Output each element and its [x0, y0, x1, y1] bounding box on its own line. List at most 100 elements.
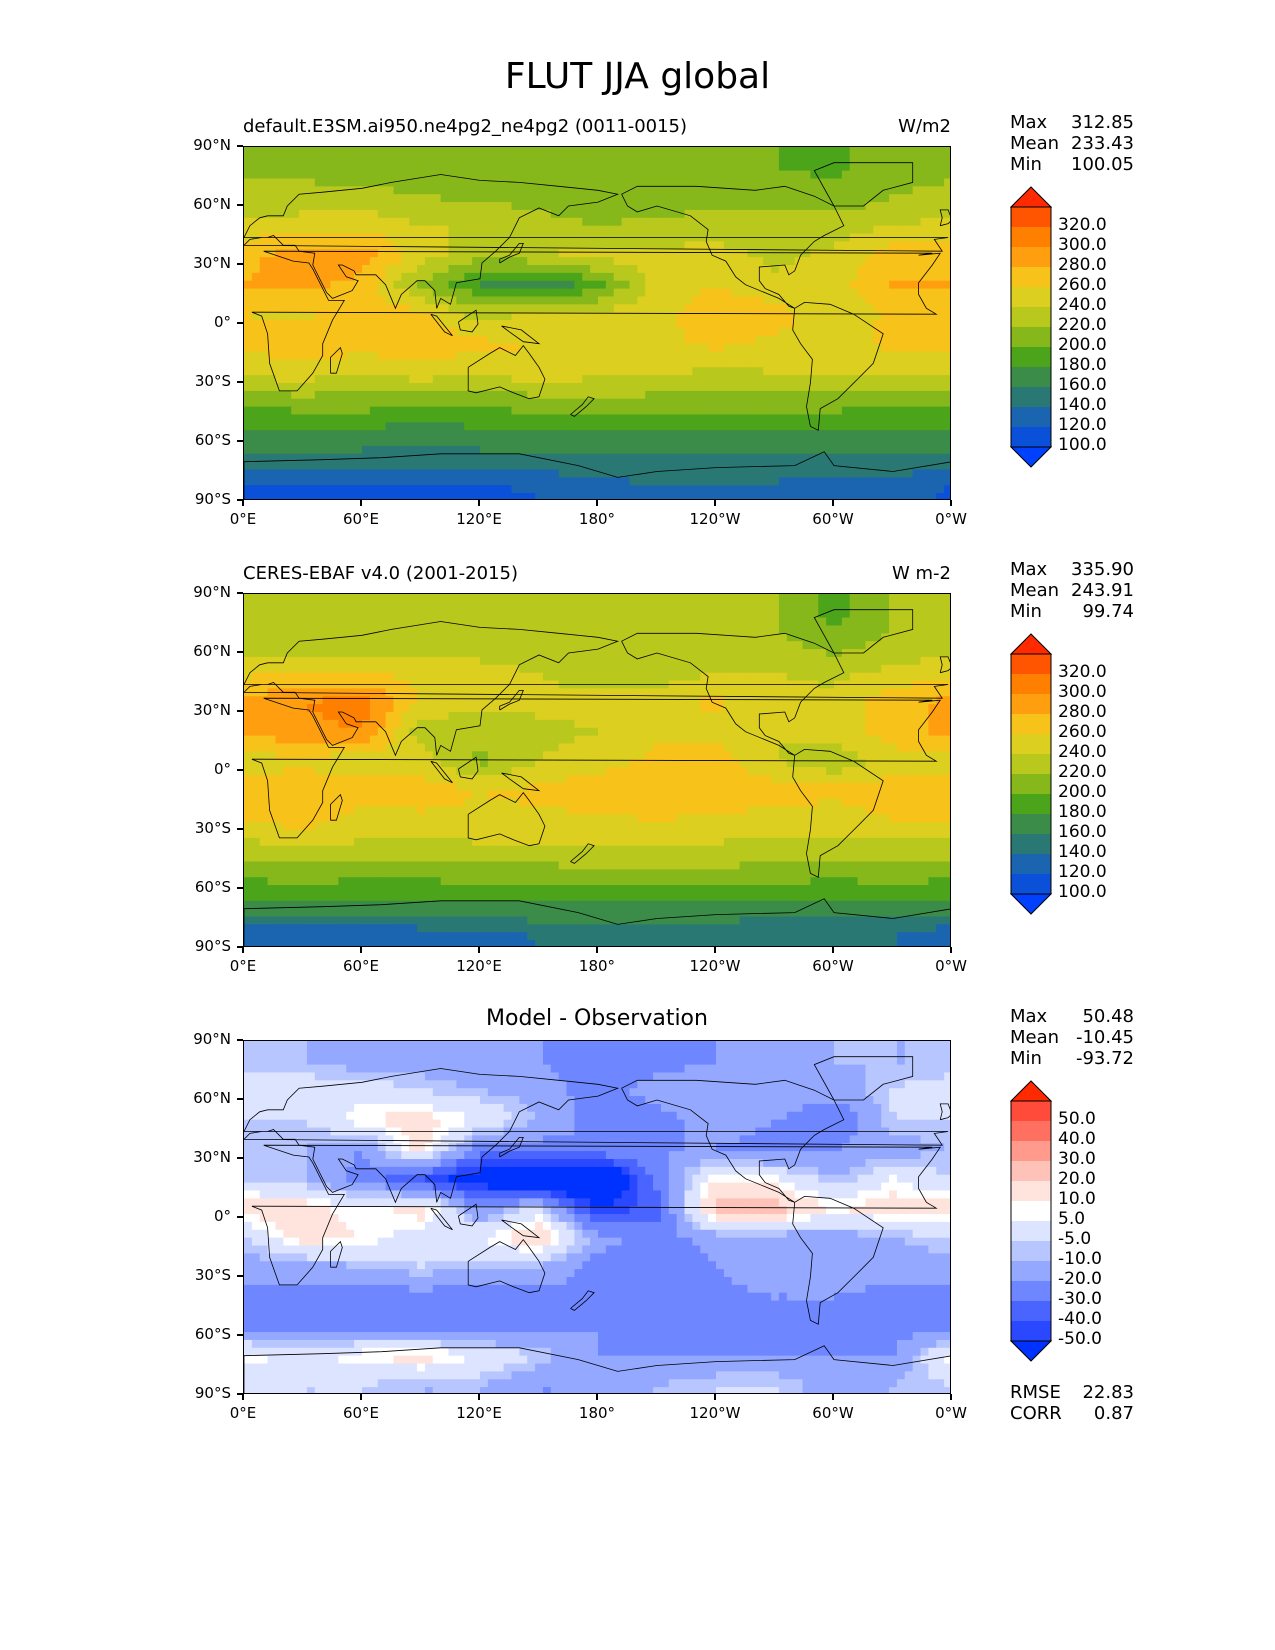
colorbar-tick-label: 260.0: [1058, 275, 1107, 295]
y-tick-mark: [237, 1216, 243, 1218]
coastline: [244, 1345, 950, 1393]
x-tick-mark: [714, 947, 716, 953]
colorbar-bin: [1011, 307, 1051, 328]
coastline: [244, 898, 950, 946]
stat-label: RMSE: [1010, 1382, 1061, 1403]
x-tick-mark: [596, 947, 598, 953]
y-tick-mark: [237, 322, 243, 324]
x-tick-mark: [242, 947, 244, 953]
stat-label: Mean: [1010, 1027, 1060, 1048]
colorbar-tick-label: 10.0: [1058, 1189, 1096, 1209]
coastline: [330, 1240, 343, 1268]
y-tick-label: 0°: [213, 760, 231, 778]
coastline: [499, 243, 524, 264]
coastline: [792, 301, 884, 431]
x-tick-mark: [950, 947, 952, 953]
stat-label: CORR: [1010, 1403, 1062, 1424]
coastline: [330, 793, 343, 821]
x-tick-label: 0°W: [935, 1404, 967, 1422]
map-field: [244, 147, 950, 499]
x-tick-label: 180°: [578, 510, 616, 528]
colorbar-tick-label: 160.0: [1058, 822, 1107, 842]
y-tick-mark: [237, 145, 243, 147]
stat-label: Max: [1010, 112, 1048, 133]
field-cells: [244, 147, 950, 499]
y-tick-label: 0°: [213, 313, 231, 331]
x-tick-label: 60°W: [812, 957, 854, 975]
stat-rmse: RMSE 22.83: [1010, 1382, 1134, 1403]
map-plot[interactable]: [243, 1040, 951, 1394]
y-tick-mark: [237, 592, 243, 594]
coastline: [792, 1195, 884, 1325]
colorbar-bin: [1011, 814, 1051, 835]
x-tick-label: 60°E: [342, 1404, 380, 1422]
colorbar-bin: [1011, 1261, 1051, 1282]
coastline: [813, 609, 914, 654]
stat-label: Max: [1010, 1006, 1048, 1027]
stat-value: 243.91: [1071, 580, 1134, 601]
colorbar-tick-label: -30.0: [1058, 1289, 1102, 1309]
units-label: W m-2: [891, 563, 951, 584]
y-tick-mark: [237, 1157, 243, 1159]
x-tick-label: 180°: [578, 1404, 616, 1422]
colorbar-tick-label: 30.0: [1058, 1149, 1096, 1169]
y-tick-mark: [237, 263, 243, 265]
colorbar-tick-label: 140.0: [1058, 842, 1107, 862]
y-tick-label: 60°N: [193, 642, 231, 660]
colorbar-bin: [1011, 1141, 1051, 1162]
colorbar-tick-label: 5.0: [1058, 1209, 1086, 1229]
stat-mean: Mean 233.43: [1010, 133, 1134, 154]
map-plot[interactable]: [243, 593, 951, 947]
coastline: [570, 1290, 595, 1311]
stat-max: Max 312.85: [1010, 112, 1134, 133]
y-tick-mark: [237, 1275, 243, 1277]
y-tick-label: 30°S: [194, 819, 231, 837]
colorbar-bin: [1011, 1281, 1051, 1302]
x-tick-mark: [832, 1394, 834, 1400]
colorbar-tick-label: 100.0: [1058, 882, 1107, 902]
colorbar-tick-label: 160.0: [1058, 375, 1107, 395]
colorbar-tick-label: 220.0: [1058, 315, 1107, 335]
colorbar-tick-label: 100.0: [1058, 435, 1107, 455]
colorbar: [1010, 1080, 1052, 1362]
x-tick-label: 0°W: [935, 957, 967, 975]
x-tick-label: 60°W: [812, 1404, 854, 1422]
colorbar-bin: [1011, 734, 1051, 755]
coastline: [244, 451, 950, 499]
colorbar-bin: [1011, 327, 1051, 348]
colorbar-bin: [1011, 1301, 1051, 1322]
stat-value: 233.43: [1071, 133, 1134, 154]
panel-title: Model - Observation: [486, 1006, 708, 1031]
y-tick-mark: [237, 887, 243, 889]
colorbar-bin: [1011, 714, 1051, 735]
x-tick-mark: [832, 500, 834, 506]
x-tick-mark: [242, 500, 244, 506]
stat-min: Min 100.05: [1010, 154, 1134, 175]
colorbar-tick-label: 240.0: [1058, 742, 1107, 762]
x-tick-label: 120°W: [689, 510, 741, 528]
colorbar-tick-label: 320.0: [1058, 215, 1107, 235]
x-tick-label: 0°E: [229, 957, 257, 975]
map-plot[interactable]: [243, 146, 951, 500]
coastline: [244, 1068, 949, 1204]
colorbar-over-cap: [1010, 186, 1052, 208]
coastline: [430, 760, 453, 784]
stat-label: Min: [1010, 154, 1042, 175]
colorbar-bin: [1011, 834, 1051, 855]
field-cells: [244, 594, 950, 946]
colorbar-under-cap: [1010, 446, 1052, 468]
coastline: [501, 325, 541, 345]
colorbar: [1010, 633, 1052, 915]
colorbar-bin: [1011, 1201, 1051, 1222]
x-tick-mark: [950, 500, 952, 506]
colorbar-tick-label: 300.0: [1058, 682, 1107, 702]
stat-label: Mean: [1010, 580, 1060, 601]
colorbar-over-cap: [1010, 633, 1052, 655]
colorbar-bin: [1011, 367, 1051, 388]
stat-value: 0.87: [1093, 1403, 1134, 1424]
colorbar-bin: [1011, 694, 1051, 715]
stat-label: Min: [1010, 601, 1042, 622]
coastline: [813, 162, 914, 207]
y-tick-mark: [237, 204, 243, 206]
x-tick-mark: [950, 1394, 952, 1400]
